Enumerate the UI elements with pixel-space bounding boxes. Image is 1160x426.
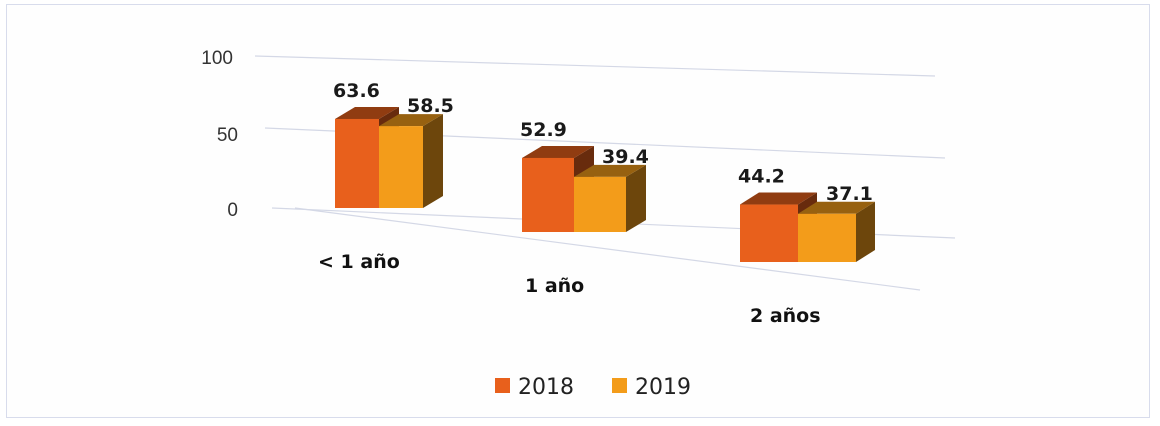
category-labels: < 1 año 1 año 2 años: [318, 251, 821, 327]
bar-side-face: [423, 114, 443, 208]
data-label: 63.6: [333, 80, 380, 102]
y-tick-label: 0: [227, 200, 238, 221]
data-label: 52.9: [520, 119, 567, 141]
bar-side-face: [856, 201, 875, 262]
bars: [335, 106, 875, 262]
bar-2019-1: [574, 164, 646, 232]
bar-top-face: [740, 192, 817, 205]
bar-top-face: [798, 201, 875, 214]
bar-front-face: [522, 157, 574, 232]
data-label: 44.2: [738, 166, 785, 188]
bar-top-face: [379, 114, 443, 127]
category-label: < 1 año: [318, 251, 400, 273]
bar-front-face: [798, 213, 856, 262]
y-tick-label: 50: [217, 125, 238, 146]
category-label: 2 años: [750, 305, 821, 327]
bar-front-face: [740, 204, 798, 262]
legend-item-2018: 2018: [495, 375, 574, 400]
grid-line: [254, 55, 936, 77]
bar-top-face: [574, 164, 646, 177]
legend-swatch: [495, 378, 510, 393]
bar-top-face: [522, 145, 594, 158]
legend-label: 2019: [635, 375, 691, 400]
category-label: 1 año: [525, 275, 584, 297]
data-label: 37.1: [826, 183, 873, 205]
y-tick-label: 100: [201, 48, 233, 69]
legend-label: 2018: [518, 375, 574, 400]
legend: 2018 2019: [495, 375, 691, 400]
bar-front-face: [574, 176, 626, 232]
y-axis-ticks: 100 50 0: [201, 48, 238, 221]
bar-front-face: [379, 126, 423, 208]
bar-front-face: [335, 118, 379, 208]
data-labels: 63.6 58.5 52.9 39.4 44.2 37.1: [333, 80, 873, 205]
bar-top-face: [335, 106, 399, 119]
legend-item-2019: 2019: [612, 375, 691, 400]
bar-2019-0: [379, 114, 443, 208]
bar-2019-2: [798, 201, 875, 262]
legend-swatch: [612, 378, 627, 393]
grid-line: [294, 207, 921, 291]
data-label: 39.4: [602, 146, 649, 168]
bar-side-face: [626, 164, 646, 232]
data-label: 58.5: [407, 95, 454, 117]
